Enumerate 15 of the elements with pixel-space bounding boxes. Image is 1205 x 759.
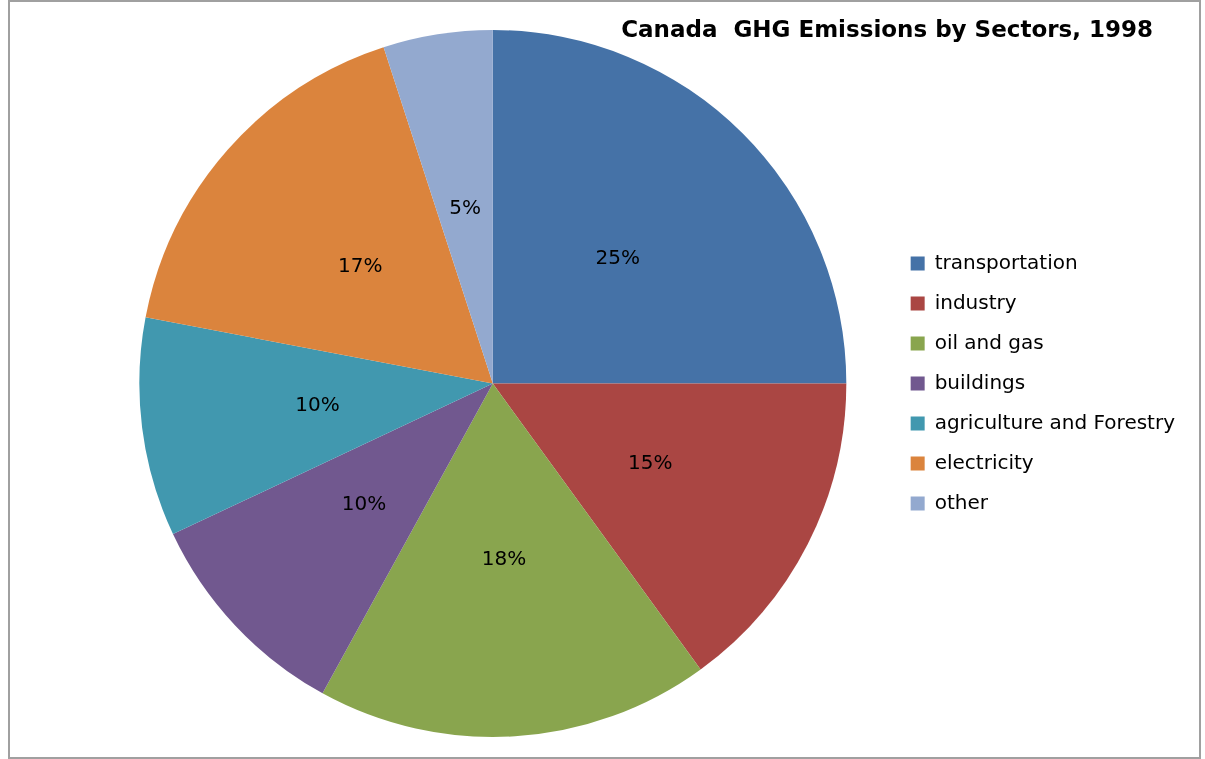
data-label: 17% [338, 252, 383, 277]
legend-label: buildings [934, 369, 1026, 394]
data-label: 15% [628, 449, 673, 474]
data-label: 25% [595, 244, 641, 269]
data-label: 5% [449, 195, 482, 220]
legend-label: other [934, 489, 989, 514]
data-label: 10% [341, 490, 387, 515]
legend-label: agriculture and Forestry [934, 409, 1176, 434]
data-label: 18% [481, 546, 527, 571]
chart-title: Canada GHG Emissions by Sectors, 1998 [621, 16, 1153, 42]
legend-label: transportation [934, 249, 1078, 274]
legend-label: industry [934, 289, 1017, 314]
legend-label: electricity [934, 449, 1034, 474]
data-label: 10% [295, 391, 340, 416]
legend-label: oil and gas [934, 329, 1044, 354]
